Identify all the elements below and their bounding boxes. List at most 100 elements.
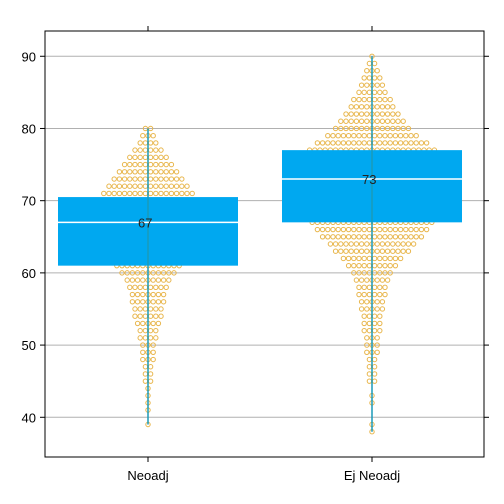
data-point (377, 262, 383, 269)
data-point (387, 262, 393, 269)
data-point (338, 241, 344, 247)
data-point (343, 125, 349, 132)
data-point (356, 226, 362, 233)
data-point (343, 241, 349, 247)
data-point (364, 277, 370, 283)
data-point (392, 140, 399, 146)
data-point (364, 248, 370, 254)
data-point (418, 234, 425, 240)
data-point (397, 226, 404, 233)
data-point (423, 226, 430, 233)
data-point (387, 140, 393, 146)
data-point (153, 154, 159, 161)
data-point (358, 111, 365, 117)
data-point (379, 82, 386, 88)
data-point (132, 176, 138, 182)
data-point (382, 140, 388, 146)
data-point (150, 270, 156, 276)
data-point (137, 176, 143, 182)
data-point (379, 248, 386, 254)
data-point (351, 255, 357, 262)
data-point (382, 255, 388, 262)
data-point (353, 248, 360, 254)
data-point (387, 96, 393, 103)
data-point (364, 335, 370, 341)
data-point (358, 306, 365, 312)
data-point (140, 291, 146, 298)
data-point (137, 327, 143, 334)
data-point (160, 277, 167, 283)
data-point (377, 291, 383, 298)
data-point (358, 248, 365, 254)
data-point (158, 154, 164, 161)
data-point (377, 320, 383, 327)
data-point (134, 299, 141, 305)
data-point (150, 277, 156, 283)
data-point (158, 183, 164, 189)
data-point (374, 299, 380, 305)
data-point (160, 291, 167, 298)
data-point (137, 183, 143, 189)
data-point (374, 248, 380, 254)
data-point (377, 132, 383, 139)
data-point (153, 183, 159, 189)
data-point (382, 89, 388, 96)
data-point (397, 132, 404, 139)
data-point (408, 234, 414, 240)
data-point (384, 118, 391, 124)
data-point (374, 125, 380, 132)
data-point (384, 104, 391, 110)
data-point (382, 234, 388, 240)
data-point (340, 132, 347, 139)
data-point (163, 169, 169, 175)
data-point (330, 132, 336, 139)
data-point (330, 226, 336, 233)
data-point (132, 190, 138, 197)
data-point (340, 255, 347, 262)
data-point (403, 226, 409, 233)
data-point (132, 161, 138, 168)
data-point (345, 226, 352, 233)
data-point (361, 234, 367, 240)
data-point (340, 234, 347, 240)
data-point (364, 104, 370, 110)
data-point (364, 306, 370, 312)
data-point (330, 234, 336, 240)
data-point (137, 284, 143, 291)
data-point (361, 255, 367, 262)
data-point (377, 270, 383, 276)
data-point (153, 190, 159, 197)
data-point (325, 234, 331, 240)
data-point (377, 89, 383, 96)
data-point (377, 75, 383, 81)
data-point (168, 183, 175, 189)
data-point (392, 262, 399, 269)
data-point (405, 248, 412, 254)
data-point (387, 226, 393, 233)
data-point (158, 161, 164, 168)
data-point (160, 270, 167, 276)
data-point (335, 226, 341, 233)
data-point (348, 111, 354, 117)
data-point (356, 262, 362, 269)
data-point (377, 313, 383, 319)
data-point (166, 277, 172, 283)
data-point (173, 176, 180, 182)
data-point (361, 262, 367, 269)
median-label: 73 (362, 172, 376, 187)
data-point (382, 291, 388, 298)
data-point (124, 277, 130, 283)
data-point (137, 306, 143, 312)
data-point (374, 241, 380, 247)
data-point (150, 291, 156, 298)
data-point (111, 190, 117, 197)
data-point (134, 320, 141, 327)
data-point (382, 270, 388, 276)
data-point (356, 270, 362, 276)
data-point (387, 255, 393, 262)
y-tick-label: 90 (22, 49, 36, 64)
data-point (379, 111, 386, 117)
data-point (410, 241, 417, 247)
data-point (377, 140, 383, 146)
data-point (106, 190, 112, 197)
